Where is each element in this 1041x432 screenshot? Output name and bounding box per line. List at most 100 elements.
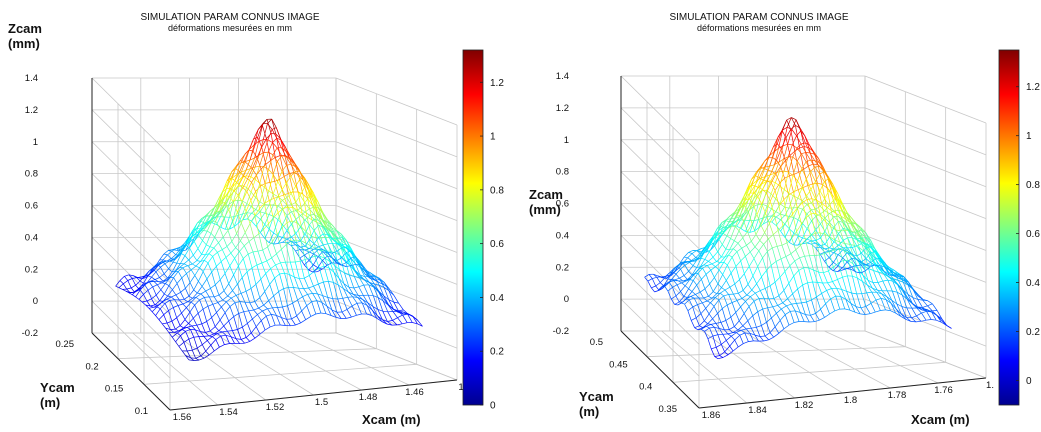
surface-line: [263, 152, 269, 167]
surface-line: [222, 330, 228, 333]
surface-line: [223, 320, 229, 327]
surface-line: [820, 216, 826, 222]
surface-line: [779, 203, 785, 208]
surface-line: [683, 296, 688, 298]
surface-line: [818, 271, 824, 274]
surface-line: [318, 244, 324, 248]
surface-line: [803, 169, 809, 186]
surface-line: [846, 290, 852, 294]
surface-line: [749, 198, 754, 205]
surface-line: [744, 332, 749, 342]
surface-line: [341, 252, 347, 258]
surface-line: [168, 310, 173, 322]
surface-line: [186, 301, 192, 308]
surface-line: [875, 298, 882, 301]
surface-line: [786, 119, 792, 130]
surface-line: [765, 165, 770, 168]
surface-line: [188, 254, 194, 261]
surface-line: [287, 302, 293, 307]
surface-line: [873, 270, 879, 283]
surface-line: [861, 252, 867, 259]
surface-line: [182, 301, 188, 305]
surface-line: [135, 280, 141, 286]
surface-line: [276, 315, 281, 326]
surface-line: [207, 262, 213, 273]
surface-line: [755, 224, 762, 235]
surface-line: [848, 260, 854, 265]
surface-line: [196, 254, 202, 261]
surface-line: [192, 318, 198, 326]
surface-line: [780, 206, 785, 215]
surface-line: [851, 292, 857, 295]
surface-line: [293, 172, 299, 193]
surface-line: [277, 224, 283, 236]
surface-line: [874, 248, 880, 257]
surface-line: [146, 276, 152, 284]
surface-line: [829, 236, 835, 251]
surface-line: [291, 318, 296, 326]
surface-line: [277, 219, 283, 225]
surface-line: [162, 295, 168, 302]
surface-line: [748, 194, 754, 207]
surface-line: [870, 247, 876, 254]
surface-line: [814, 319, 820, 323]
surface-line: [197, 308, 204, 314]
surface-line: [878, 271, 884, 282]
surface-line: [192, 292, 198, 299]
surface-line: [740, 214, 745, 221]
surface-line: [308, 275, 314, 287]
surface-line: [651, 285, 656, 289]
surface-line: [316, 221, 322, 225]
surface-line: [734, 339, 739, 348]
surface-line: [357, 297, 363, 304]
surface-line: [214, 203, 220, 215]
surface-line: [719, 328, 725, 331]
surface-line: [300, 319, 306, 324]
surface-line: [215, 210, 221, 222]
surface-line: [736, 329, 742, 333]
surface-line: [819, 232, 826, 235]
surface-line: [858, 261, 864, 276]
surface-line: [295, 195, 301, 203]
surface-line: [336, 236, 342, 240]
surface-line: [708, 291, 714, 297]
surface-line: [846, 268, 852, 270]
surface-line: [769, 201, 775, 215]
surface-line: [691, 291, 696, 295]
surface-line: [402, 322, 408, 325]
surface-line: [216, 306, 222, 313]
grid-line: [620, 75, 700, 154]
surface-line: [828, 262, 834, 268]
surface-line: [304, 257, 311, 260]
surface-line: [282, 208, 288, 223]
surface-line: [826, 288, 832, 291]
surface-line: [837, 265, 843, 269]
surface-line: [792, 147, 798, 158]
surface-line: [683, 275, 688, 280]
surface-line: [208, 296, 214, 305]
surface-line: [308, 188, 314, 201]
surface-line: [273, 193, 279, 197]
surface-line: [877, 280, 883, 283]
surface-line: [197, 312, 203, 325]
surface-line: [388, 288, 395, 296]
surface-line: [290, 324, 296, 327]
surface-line: [359, 267, 366, 277]
surface-line: [752, 275, 757, 284]
surface-line: [794, 310, 800, 322]
surface-line: [194, 267, 200, 276]
surface-line: [148, 268, 153, 272]
surface-line: [322, 213, 328, 225]
surface-line: [234, 258, 239, 266]
surface-line: [873, 262, 879, 273]
surface-line: [355, 260, 361, 268]
surface-line: [166, 322, 171, 330]
surface-line: [277, 306, 283, 308]
surface-line: [704, 331, 709, 339]
surface-line: [711, 263, 716, 267]
surface-line: [877, 289, 882, 295]
surface-line: [732, 220, 737, 226]
surface-line: [833, 227, 839, 234]
surface-line: [850, 222, 856, 233]
surface-line: [374, 283, 380, 286]
